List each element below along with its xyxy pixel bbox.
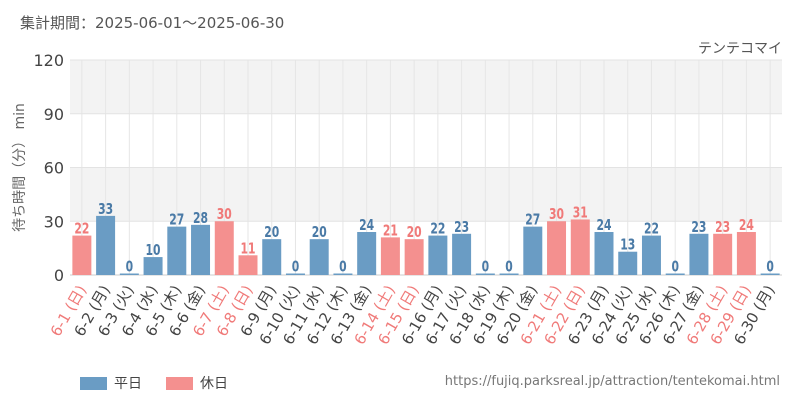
bar-value-label: 20 xyxy=(264,225,279,242)
bar-value-label: 24 xyxy=(739,217,754,234)
bar-value-label: 31 xyxy=(573,205,588,222)
bar xyxy=(760,273,780,275)
bar-value-label: 13 xyxy=(620,237,635,254)
bar xyxy=(570,219,590,275)
source-url: https://fujiq.parksreal.jp/attraction/te… xyxy=(444,374,780,389)
y-tick-label: 0 xyxy=(54,266,64,285)
bar xyxy=(547,221,567,275)
bar-value-label: 21 xyxy=(383,223,398,240)
bar xyxy=(143,257,163,275)
bar xyxy=(119,273,139,275)
bar xyxy=(214,221,234,275)
bar xyxy=(333,273,353,275)
bar xyxy=(72,235,92,275)
grid-bands xyxy=(70,60,782,222)
bar-value-label: 22 xyxy=(430,221,445,238)
bar-value-label: 0 xyxy=(126,259,134,276)
bar-value-label: 20 xyxy=(312,225,327,242)
legend-swatch-weekday xyxy=(80,376,107,390)
legend-item-weekday: 平日 xyxy=(80,373,142,393)
bar xyxy=(594,232,614,275)
bar-value-label: 27 xyxy=(525,212,540,229)
bar-value-label: 0 xyxy=(482,259,490,276)
bar xyxy=(380,237,400,275)
bar xyxy=(641,235,661,275)
bar-value-label: 22 xyxy=(74,221,89,238)
bar-value-label: 23 xyxy=(454,219,469,236)
grid-band xyxy=(70,60,782,114)
bar-value-label: 28 xyxy=(193,210,208,227)
bar xyxy=(452,233,472,275)
legend: 平日 休日 xyxy=(80,373,252,393)
grid-band xyxy=(70,167,782,222)
legend-label-weekday: 平日 xyxy=(114,376,142,392)
bar-value-label: 30 xyxy=(217,207,232,224)
y-tick-label: 90 xyxy=(44,105,64,124)
legend-item-holiday: 休日 xyxy=(166,373,228,393)
bar-value-label: 30 xyxy=(549,207,564,224)
bar-value-label: 22 xyxy=(644,221,659,238)
bar-series xyxy=(72,215,780,275)
bar-value-label: 20 xyxy=(407,225,422,242)
bar xyxy=(96,215,116,275)
bar-value-label: 33 xyxy=(98,201,113,218)
bar xyxy=(285,273,305,275)
y-tick-label: 30 xyxy=(44,212,64,231)
bar xyxy=(167,226,187,275)
bar-value-label: 0 xyxy=(339,259,347,276)
bar-value-label: 0 xyxy=(505,259,513,276)
legend-label-holiday: 休日 xyxy=(200,376,228,392)
bar xyxy=(713,233,733,275)
bar xyxy=(404,239,424,275)
y-tick-label: 120 xyxy=(33,51,64,70)
y-axis-label: 待ち時間（分） min xyxy=(12,103,28,232)
bar-value-label: 11 xyxy=(240,241,255,258)
bar xyxy=(428,235,448,275)
bar xyxy=(309,239,329,275)
chart-title: テンテコマイ xyxy=(698,41,782,57)
legend-swatch-holiday xyxy=(166,376,193,390)
bar xyxy=(262,239,282,275)
bar-value-label: 10 xyxy=(146,242,161,259)
bar xyxy=(665,273,685,275)
period-label: 集計期間：2025-06-01～2025-06-30 xyxy=(20,14,285,32)
bar-value-label: 23 xyxy=(691,219,706,236)
horizontal-grid xyxy=(70,59,782,276)
x-tick-labels: 6-1 (日)6-2 (月)6-3 (火)6-4 (水)6-5 (木)6-6 (… xyxy=(47,282,779,348)
bar xyxy=(357,232,377,275)
y-tick-labels: 0 30 60 90 120 xyxy=(33,51,64,285)
bar-value-label: 0 xyxy=(766,259,774,276)
bar xyxy=(618,251,638,275)
bar-value-label: 24 xyxy=(359,217,374,234)
bar-value-label: 0 xyxy=(671,259,679,276)
bar-value-label: 0 xyxy=(292,259,300,276)
bar-value-label: 27 xyxy=(169,212,184,229)
bar xyxy=(191,224,211,275)
bar xyxy=(238,255,258,275)
bar xyxy=(475,273,495,275)
bar xyxy=(736,232,756,275)
bar-value-label: 24 xyxy=(596,217,611,234)
bar xyxy=(689,233,709,275)
y-tick-label: 60 xyxy=(44,159,64,178)
bar xyxy=(523,226,543,275)
bar-value-label: 23 xyxy=(715,219,730,236)
bar xyxy=(499,273,519,275)
